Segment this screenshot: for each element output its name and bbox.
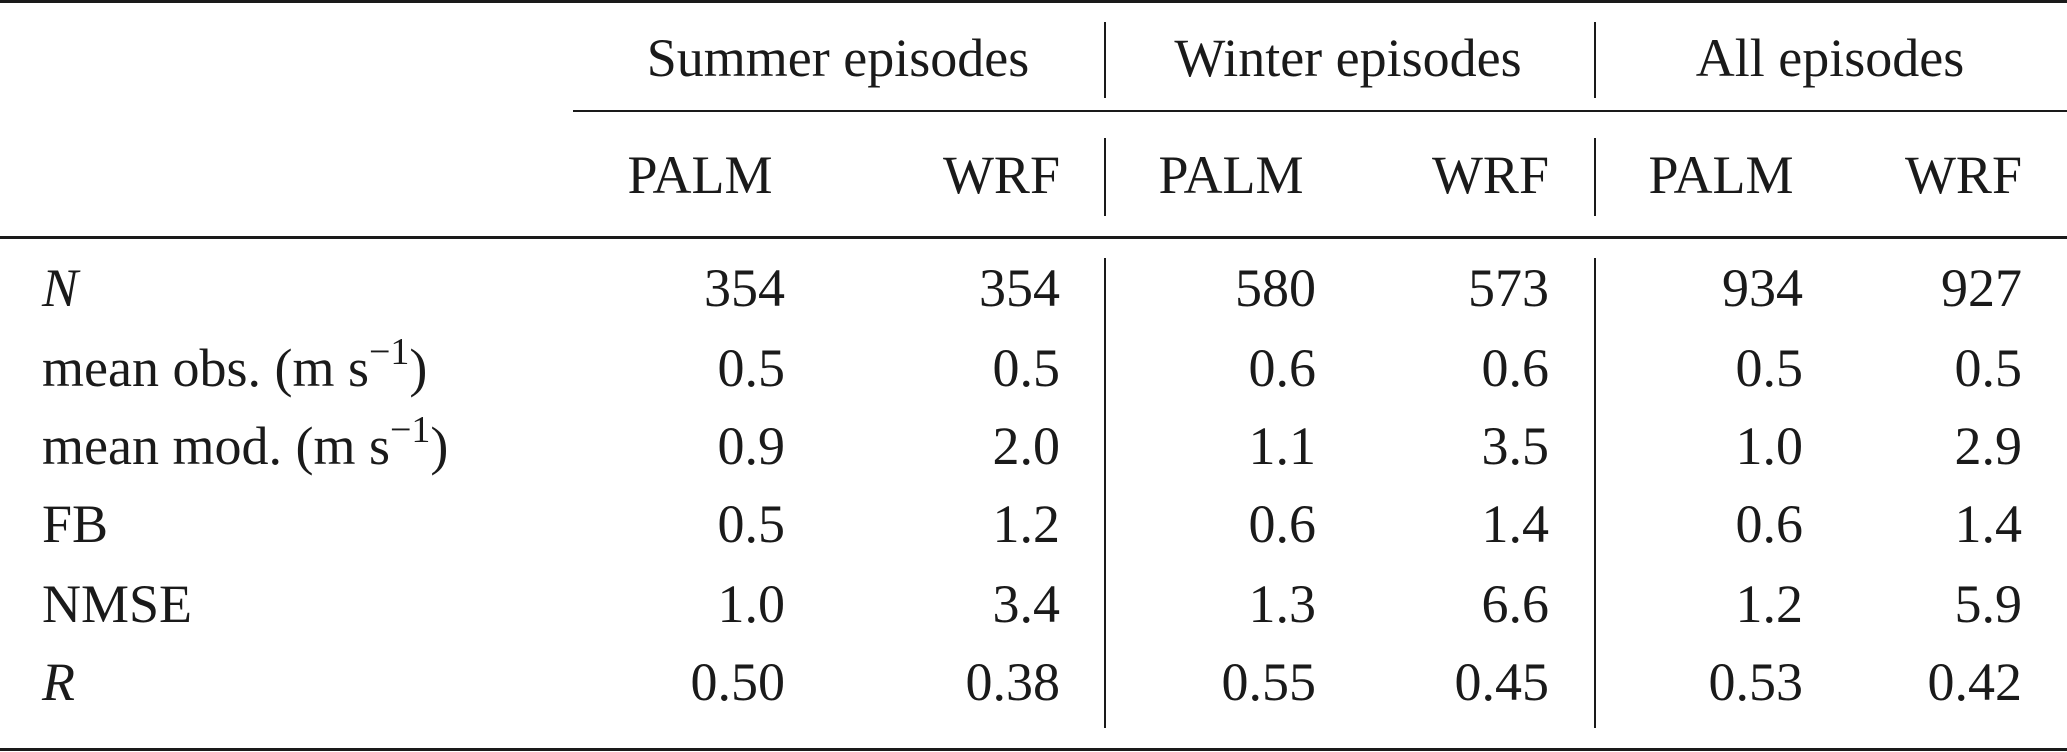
cell-all-palm: 0.5 xyxy=(1735,338,1804,398)
top-rule xyxy=(0,0,2067,3)
cell-summer-wrf: 1.2 xyxy=(992,494,1061,554)
cell-winter-wrf: 573 xyxy=(1468,258,1549,318)
cell-summer-palm: 0.5 xyxy=(717,338,786,398)
cell-all-wrf: 0.5 xyxy=(1954,338,2023,398)
cell-winter-palm: 0.6 xyxy=(1248,338,1317,398)
cell-winter-palm: 580 xyxy=(1235,258,1316,318)
separator-summer-winter-body xyxy=(1104,258,1106,728)
subheader-all-palm: PALM xyxy=(1648,145,1794,205)
subheader-winter-palm: PALM xyxy=(1158,145,1304,205)
cell-all-palm: 934 xyxy=(1722,258,1803,318)
cell-winter-wrf: 3.5 xyxy=(1481,416,1550,476)
cell-all-wrf: 927 xyxy=(1941,258,2022,318)
cell-all-palm: 0.53 xyxy=(1708,652,1804,712)
cell-summer-wrf: 3.4 xyxy=(992,574,1061,634)
cell-summer-wrf: 354 xyxy=(979,258,1060,318)
cell-all-wrf: 5.9 xyxy=(1954,574,2023,634)
group-header-winter: Winter episodes xyxy=(1174,28,1522,88)
cell-winter-palm: 1.3 xyxy=(1248,574,1317,634)
group-header-all: All episodes xyxy=(1695,28,1965,88)
cell-summer-palm: 1.0 xyxy=(717,574,786,634)
cell-winter-wrf: 6.6 xyxy=(1481,574,1550,634)
separator-winter-all-mid xyxy=(1594,138,1596,216)
row-label-r: R xyxy=(42,652,75,712)
cell-winter-palm: 1.1 xyxy=(1248,416,1317,476)
cell-all-palm: 0.6 xyxy=(1735,494,1804,554)
cell-all-palm: 1.0 xyxy=(1735,416,1804,476)
cell-all-palm: 1.2 xyxy=(1735,574,1804,634)
subheader-summer-palm: PALM xyxy=(627,145,773,205)
row-label-nmse: NMSE xyxy=(42,574,193,634)
group-rule xyxy=(573,110,2067,112)
row-label-fb: FB xyxy=(42,494,109,554)
cell-winter-palm: 0.6 xyxy=(1248,494,1317,554)
subheader-all-wrf: WRF xyxy=(1904,145,2022,205)
subheader-winter-wrf: WRF xyxy=(1431,145,1549,205)
cell-summer-palm: 0.5 xyxy=(717,494,786,554)
cell-all-wrf: 2.9 xyxy=(1954,416,2023,476)
cell-summer-palm: 0.50 xyxy=(690,652,786,712)
row-label-mean-obs: mean obs. (m s−1) xyxy=(42,331,428,398)
cell-all-wrf: 1.4 xyxy=(1954,494,2023,554)
cell-winter-palm: 0.55 xyxy=(1221,652,1317,712)
cell-all-wrf: 0.42 xyxy=(1927,652,2023,712)
cell-winter-wrf: 0.45 xyxy=(1454,652,1550,712)
header-rule xyxy=(0,236,2067,239)
group-header-summer: Summer episodes xyxy=(646,28,1030,88)
separator-winter-all-top xyxy=(1594,22,1596,98)
row-label-n: N xyxy=(42,258,79,318)
bottom-rule xyxy=(0,748,2067,751)
cell-winter-wrf: 1.4 xyxy=(1481,494,1550,554)
separator-winter-all-body xyxy=(1594,258,1596,728)
separator-summer-winter-mid xyxy=(1104,138,1106,216)
cell-summer-wrf: 0.5 xyxy=(992,338,1061,398)
cell-summer-wrf: 0.38 xyxy=(965,652,1061,712)
cell-winter-wrf: 0.6 xyxy=(1481,338,1550,398)
cell-summer-wrf: 2.0 xyxy=(992,416,1061,476)
row-label-mean-mod: mean mod. (m s−1) xyxy=(42,409,449,476)
separator-summer-winter-top xyxy=(1104,22,1106,98)
cell-summer-palm: 0.9 xyxy=(717,416,786,476)
subheader-summer-wrf: WRF xyxy=(942,145,1060,205)
cell-summer-palm: 354 xyxy=(704,258,785,318)
